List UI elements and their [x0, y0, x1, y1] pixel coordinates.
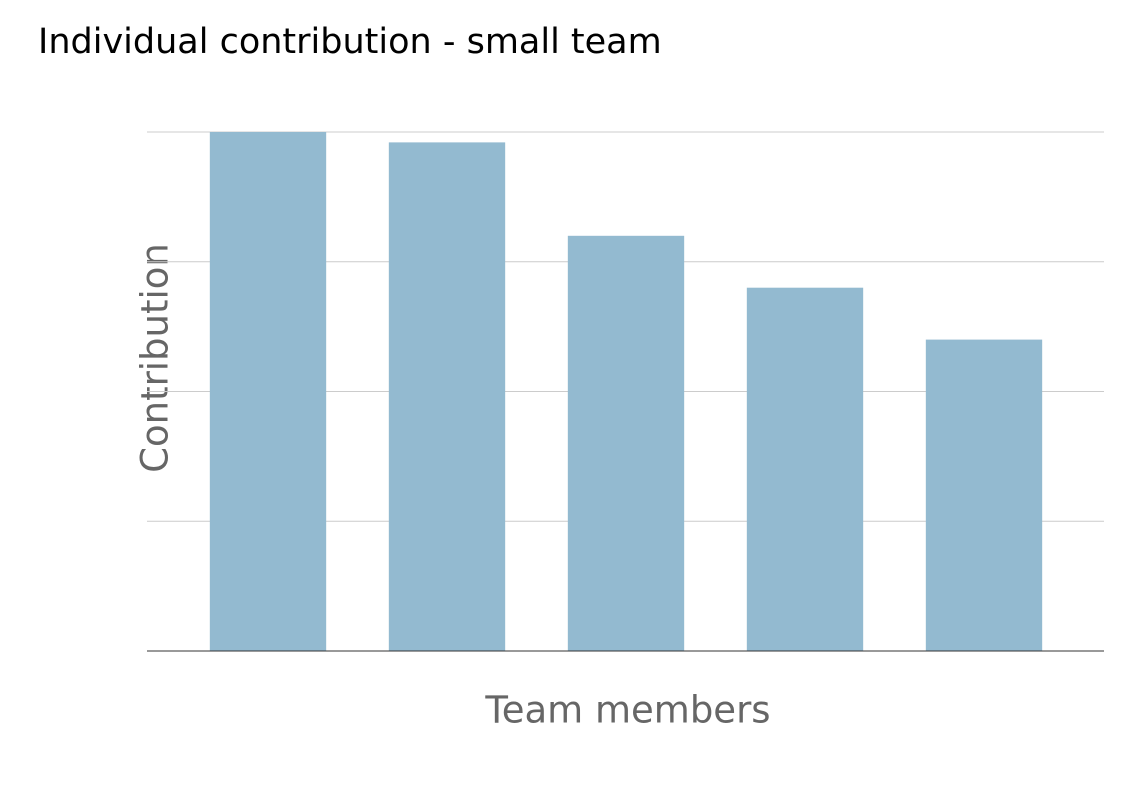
bar: [209, 132, 327, 651]
bar: [746, 287, 864, 651]
bar: [925, 339, 1043, 651]
chart-title: Individual contribution - small team: [38, 22, 662, 62]
bar: [567, 235, 685, 652]
y-axis-label: Contribution: [134, 243, 177, 473]
x-axis-label: Team members: [484, 689, 770, 732]
bar: [388, 142, 506, 651]
